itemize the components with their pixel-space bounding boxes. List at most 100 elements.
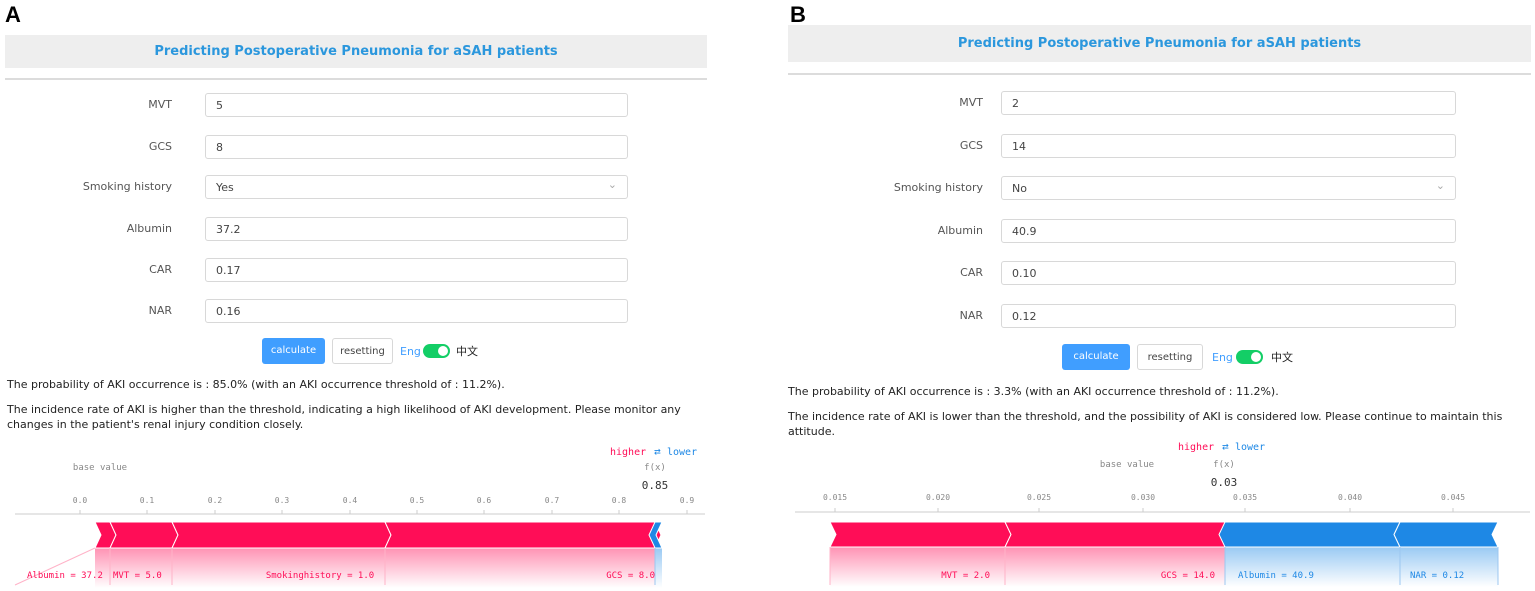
- force-segment: [109, 521, 179, 549]
- tick-label: 0.8: [612, 496, 627, 505]
- header: [5, 35, 707, 68]
- feature-label: Smokinghistory = 1.0: [266, 571, 374, 581]
- lower-label: lower: [667, 447, 697, 458]
- shade: [1225, 547, 1498, 587]
- input-field[interactable]: 8: [205, 135, 628, 159]
- tick-label: 0.4: [343, 496, 358, 505]
- fx-label: f(x): [644, 463, 666, 473]
- force-segment: [384, 521, 662, 549]
- interpretation-text: The incidence rate of AKI is higher than…: [7, 403, 681, 431]
- fx-value: 0.03: [1211, 476, 1238, 489]
- input-field[interactable]: 14: [1001, 134, 1456, 158]
- tick-label: 0.020: [926, 493, 950, 502]
- tick-label: 0.030: [1131, 493, 1155, 502]
- field-label: NAR: [959, 309, 983, 322]
- interpretation-text: The incidence rate of AKI is lower than …: [788, 410, 1503, 438]
- divider: [5, 78, 707, 80]
- input-field[interactable]: 40.9: [1001, 219, 1456, 243]
- field-label: GCS: [148, 140, 172, 153]
- input-field[interactable]: 5: [205, 93, 628, 117]
- lang-en: Eng: [400, 345, 421, 358]
- calculate-button[interactable]: calculate: [262, 338, 325, 364]
- higher-label: higher: [1178, 442, 1214, 453]
- force-segment: [1004, 521, 1232, 548]
- fx-label: f(x): [1213, 460, 1235, 470]
- tick-label: 0.2: [208, 496, 223, 505]
- input-field[interactable]: 37.2: [205, 217, 628, 241]
- tick-label: 0.6: [477, 496, 492, 505]
- panel-letter: A: [5, 2, 21, 27]
- app-title: Predicting Postoperative Pneumonia for a…: [957, 35, 1362, 51]
- input-field[interactable]: 0.16: [205, 299, 628, 323]
- tick-label: 0.7: [545, 496, 560, 505]
- header: [788, 25, 1531, 62]
- direction-icon: ⇄: [654, 445, 661, 458]
- input-field[interactable]: 0.12: [1001, 304, 1456, 328]
- calculate-button[interactable]: calculate: [1062, 344, 1130, 370]
- divider: [788, 73, 1531, 75]
- tick-label: 0.1: [140, 496, 155, 505]
- input-field[interactable]: 0.10: [1001, 261, 1456, 285]
- tick-label: 0.035: [1233, 493, 1257, 502]
- tick-label: 0.040: [1338, 493, 1362, 502]
- force-segment: [829, 521, 1012, 548]
- panel-letter: B: [790, 2, 806, 27]
- tick-label: 0.3: [275, 496, 290, 505]
- tick-label: 0.0: [73, 496, 88, 505]
- lang-en: Eng: [1212, 351, 1233, 364]
- field-label: GCS: [959, 139, 983, 152]
- feature-label: MVT = 5.0: [113, 571, 162, 581]
- input-field[interactable]: 2: [1001, 91, 1456, 115]
- dropdown-caret: ⌄: [1435, 179, 1445, 192]
- lang-zh: 中文: [1271, 351, 1293, 364]
- toggle-knob: [1251, 352, 1261, 362]
- app-title: Predicting Postoperative Pneumonia for a…: [154, 43, 558, 59]
- result-text: The probability of AKI occurrence is : 3…: [788, 385, 1279, 398]
- force-segment: [1393, 521, 1499, 548]
- tick-label: 0.9: [680, 496, 695, 505]
- feature-label: NAR = 0.12: [1410, 571, 1464, 581]
- force-segment: [171, 521, 392, 549]
- language-toggle[interactable]: [1236, 350, 1263, 364]
- language-toggle[interactable]: [423, 344, 450, 358]
- shade: [655, 548, 662, 588]
- feature-label: GCS = 8.0: [606, 571, 655, 581]
- input-field[interactable]: 0.17: [205, 258, 628, 282]
- tick-label: 0.045: [1441, 493, 1465, 502]
- field-label: Smoking history: [893, 181, 983, 194]
- callout-line: [14, 547, 96, 586]
- field-label: NAR: [148, 304, 172, 317]
- input-field[interactable]: Yes ⌄: [205, 175, 628, 199]
- feature-label: Albumin = 37.2: [27, 571, 103, 581]
- force-segment: [1218, 521, 1401, 548]
- field-label: CAR: [149, 263, 172, 276]
- reset-button[interactable]: resetting: [332, 338, 393, 364]
- toggle-knob: [438, 346, 448, 356]
- shade: [830, 547, 1225, 587]
- lower-label: lower: [1235, 442, 1265, 453]
- feature-label: GCS = 14.0: [1161, 571, 1215, 581]
- field-label: Albumin: [937, 224, 983, 237]
- field-label: Smoking history: [82, 180, 172, 193]
- tick-label: 0.025: [1027, 493, 1051, 502]
- result-text: The probability of AKI occurrence is : 8…: [7, 378, 505, 391]
- field-label: MVT: [959, 96, 983, 109]
- feature-label: MVT = 2.0: [941, 571, 990, 581]
- tick-label: 0.015: [823, 493, 847, 502]
- base-value-label: base value: [1100, 460, 1154, 470]
- direction-icon: ⇄: [1222, 440, 1229, 453]
- input-field[interactable]: No ⌄: [1001, 176, 1456, 200]
- field-label: Albumin: [126, 222, 172, 235]
- tick-label: 0.5: [410, 496, 425, 505]
- base-value-label: base value: [73, 463, 127, 473]
- force-segment: [648, 521, 663, 549]
- higher-label: higher: [610, 447, 646, 458]
- field-label: CAR: [960, 266, 983, 279]
- fx-value: 0.85: [642, 479, 669, 492]
- reset-button[interactable]: resetting: [1137, 344, 1203, 370]
- lang-zh: 中文: [456, 345, 478, 358]
- feature-label: Albumin = 40.9: [1238, 571, 1314, 581]
- dropdown-caret: ⌄: [607, 178, 617, 191]
